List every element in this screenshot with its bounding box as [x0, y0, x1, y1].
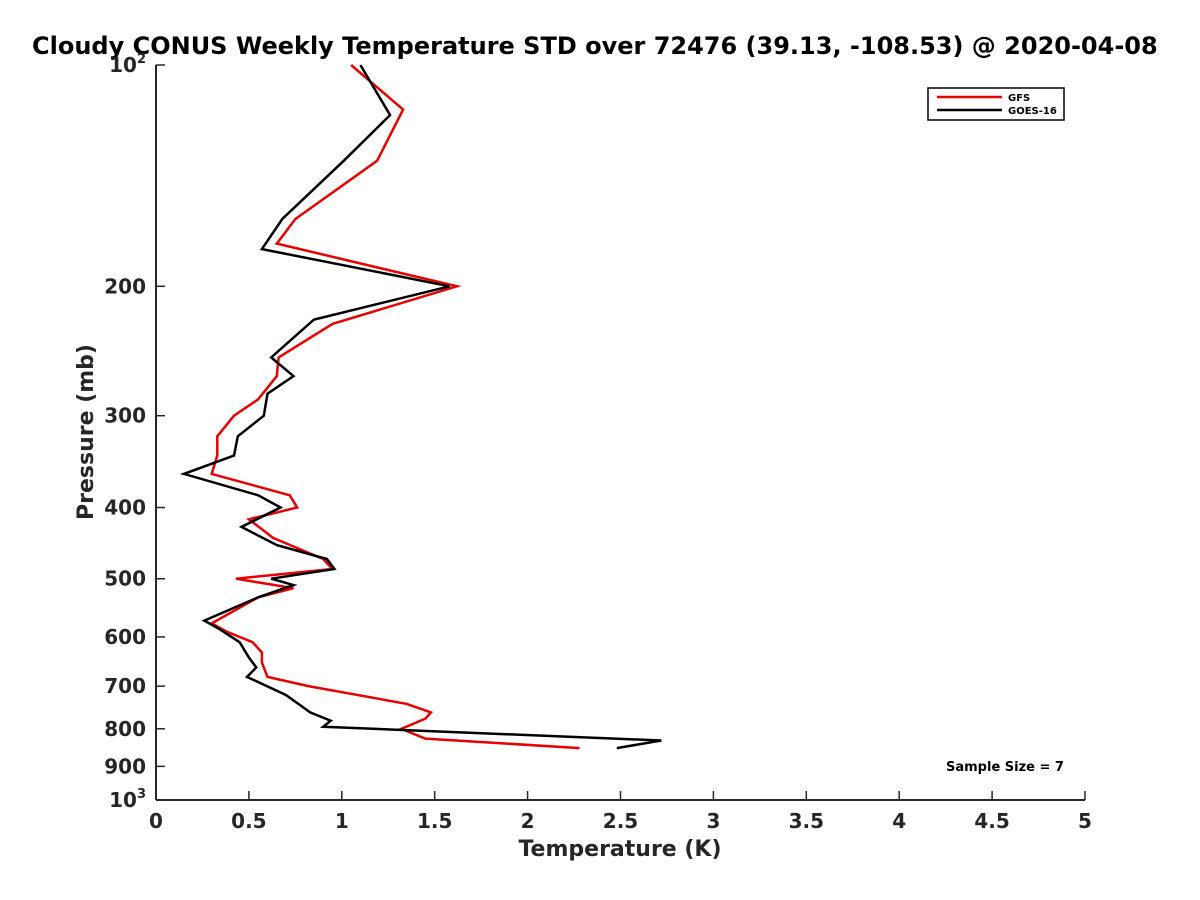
x-tick-label: 2.5 [603, 809, 638, 833]
legend-label-goes16: GOES-16 [1008, 106, 1057, 117]
legend-label-gfs: GFS [1008, 93, 1030, 104]
series-lines [179, 64, 662, 750]
series-line-goes16 [179, 64, 662, 750]
x-tick-label: 1 [335, 809, 349, 833]
legend: GFS GOES-16 [927, 87, 1065, 121]
y-tick-label: 600 [104, 625, 146, 649]
x-tick-label: 3 [706, 809, 720, 833]
x-tick-label: 1.5 [417, 809, 452, 833]
y-tick-label: 800 [104, 717, 146, 741]
y-axis-ticks: 102 200 300 400 500 600 700 800 900 103 [104, 52, 165, 812]
x-tick-label: 2 [521, 809, 535, 833]
y-tick-label: 300 [104, 404, 146, 428]
y-tick-label: 900 [104, 754, 146, 778]
x-axis-label: Temperature (K) [518, 837, 721, 862]
series-line-gfs [209, 64, 580, 750]
chart-title: Cloudy CONUS Weekly Temperature STD over… [32, 32, 1158, 60]
x-tick-label: 4 [892, 809, 906, 833]
x-tick-label: 0 [149, 809, 163, 833]
x-tick-label: 0.5 [231, 809, 266, 833]
y-tick-label: 700 [104, 674, 146, 698]
x-tick-label: 4.5 [974, 809, 1009, 833]
y-tick-label: 500 [104, 567, 146, 591]
x-tick-label: 5 [1078, 809, 1092, 833]
legend-box [927, 87, 1065, 121]
y-tick-label: 400 [104, 496, 146, 520]
x-tick-label: 3.5 [789, 809, 824, 833]
y-tick-label: 102 [109, 52, 146, 77]
y-tick-label: 200 [104, 274, 146, 298]
x-axis-ticks: 0 0.5 1 1.5 2 2.5 3 3.5 4 4.5 5 [149, 791, 1092, 833]
y-tick-label: 103 [109, 787, 146, 812]
sample-size-annotation: Sample Size = 7 [946, 760, 1064, 775]
y-axis-label: Pressure (mb) [74, 344, 99, 520]
